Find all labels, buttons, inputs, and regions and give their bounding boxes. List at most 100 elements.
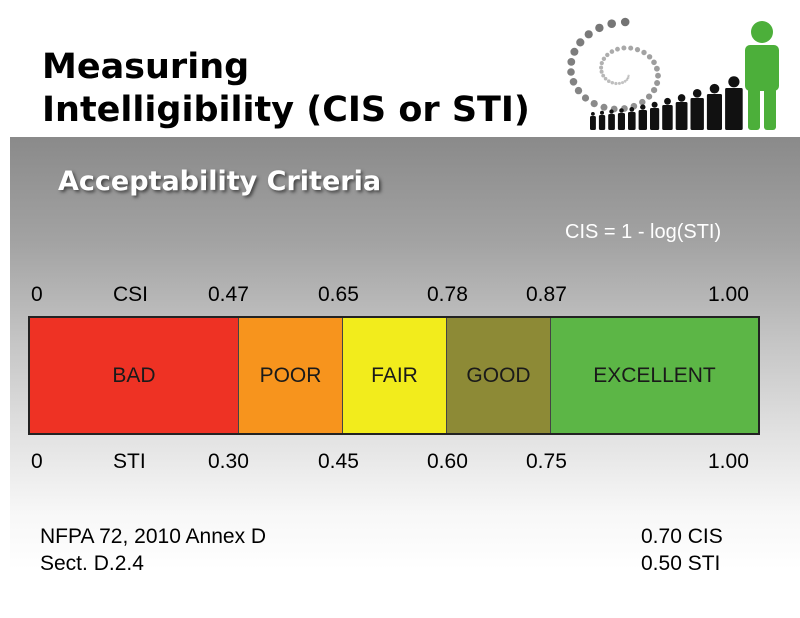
row-figure-head xyxy=(664,97,671,105)
row-figure-head xyxy=(692,89,702,98)
section-subtitle: Acceptability Criteria xyxy=(58,166,382,197)
spiral-figure xyxy=(617,81,621,85)
range-fair: FAIR xyxy=(343,318,447,433)
row-figure-body xyxy=(598,115,606,130)
spiral-figure xyxy=(621,45,627,51)
top-tick: 1.00 xyxy=(708,283,749,306)
row-figure-head xyxy=(609,109,614,114)
spiral-figure xyxy=(567,58,576,66)
range-bad: BAD xyxy=(30,318,239,433)
range-label: GOOD xyxy=(466,363,531,387)
row-figure-body xyxy=(590,116,596,130)
bottom-tick: 0.75 xyxy=(526,450,567,473)
spiral-figure xyxy=(625,78,629,81)
row-figure-head xyxy=(640,104,646,110)
spiral-figure xyxy=(570,47,579,56)
spiral-figure xyxy=(610,81,614,85)
spiral-figure xyxy=(599,61,604,66)
spiral-figure xyxy=(599,69,604,74)
range-label: FAIR xyxy=(371,363,418,387)
spiral-figure xyxy=(646,54,653,60)
standard-line-2: Sect. D.2.4 xyxy=(40,552,144,575)
row-figure-head xyxy=(709,83,720,94)
row-figure-head xyxy=(619,108,624,113)
spiral-figure xyxy=(641,49,647,56)
requirement-cis: 0.70 CIS xyxy=(641,525,723,548)
spiral-figure xyxy=(601,73,606,78)
slide-title: Measuring Intelligibility (CIS or STI) xyxy=(42,46,530,132)
spiral-figure xyxy=(600,103,608,111)
range-label: BAD xyxy=(112,363,156,387)
spiral-figure xyxy=(614,81,618,86)
intelligibility-range-bar: BAD POOR FAIR GOOD EXCELLENT xyxy=(28,316,760,435)
spiral-figure xyxy=(574,86,583,95)
row-figure-body xyxy=(638,110,647,130)
spiral-figure xyxy=(626,76,630,79)
spiral-figure xyxy=(627,74,630,78)
spiral-figure xyxy=(607,19,616,28)
spiral-figure xyxy=(651,87,658,94)
spiral-figure xyxy=(634,47,641,53)
top-tick: 0.65 xyxy=(318,283,359,306)
spiral-figure xyxy=(655,72,661,79)
spiral-figure xyxy=(620,17,630,27)
top-tick: 0.87 xyxy=(526,283,567,306)
row-figure-head xyxy=(591,112,595,116)
row-figure-head xyxy=(629,107,635,112)
spiral-figure xyxy=(615,46,620,52)
range-excellent: EXCELLENT xyxy=(551,318,758,433)
row-figure-body xyxy=(608,114,615,130)
bottom-tick: 1.00 xyxy=(708,450,749,473)
row-figure-body xyxy=(650,108,660,130)
standard-reference: NFPA 72, 2010 Annex D Sect. D.2.4 xyxy=(40,523,266,577)
spiral-figure xyxy=(569,78,578,86)
range-label: EXCELLENT xyxy=(593,363,716,387)
top-tick: 0 xyxy=(31,283,43,306)
spiral-figure xyxy=(654,65,660,72)
requirement-sti: 0.50 STI xyxy=(641,552,721,575)
row-figure-body xyxy=(690,98,704,130)
row-figure-body xyxy=(725,88,743,130)
row-figure-body xyxy=(706,94,722,130)
spiral-figure xyxy=(621,81,624,85)
standard-line-1: NFPA 72, 2010 Annex D xyxy=(40,525,267,548)
spiral-figure xyxy=(609,49,615,54)
spiral-figure xyxy=(651,59,657,66)
title-line-1: Measuring xyxy=(42,47,250,87)
row-figure-body xyxy=(662,105,673,130)
bottom-tick: 0.60 xyxy=(427,450,468,473)
spiral-figure xyxy=(576,38,585,47)
top-tick: 0.47 xyxy=(208,283,249,306)
range-label: POOR xyxy=(259,363,322,387)
row-figure-head xyxy=(677,94,686,102)
spiral-figure xyxy=(607,79,611,83)
row-figure-body xyxy=(628,112,636,130)
bottom-scale-label: STI xyxy=(113,450,146,473)
top-tick: 0.78 xyxy=(427,283,468,306)
spiral-figure xyxy=(595,23,604,33)
spiral-figure xyxy=(628,45,634,51)
spiral-figure xyxy=(605,52,610,58)
spiral-figure xyxy=(654,80,661,86)
spiral-figure xyxy=(590,100,598,108)
bottom-tick: 0.30 xyxy=(208,450,249,473)
spiral-figure xyxy=(567,68,575,76)
spiral-figure xyxy=(603,76,608,81)
row-figure-head xyxy=(651,101,658,108)
bottom-tick: 0.45 xyxy=(318,450,359,473)
requirement-values: 0.70 CIS 0.50 STI xyxy=(641,523,723,577)
row-figure-body xyxy=(675,102,688,130)
range-good: GOOD xyxy=(447,318,551,433)
spiral-figure xyxy=(601,56,607,61)
people-spiral-logo-icon xyxy=(567,17,779,130)
spiral-figure xyxy=(623,79,627,83)
bottom-tick: 0 xyxy=(31,450,43,473)
range-poor: POOR xyxy=(239,318,343,433)
cis-formula: CIS = 1 - log(STI) xyxy=(565,221,722,243)
spiral-figure xyxy=(599,65,604,70)
spiral-figure xyxy=(581,94,590,102)
spiral-figure xyxy=(646,93,653,100)
row-figure-body xyxy=(617,113,625,130)
spiral-figure xyxy=(639,98,646,106)
